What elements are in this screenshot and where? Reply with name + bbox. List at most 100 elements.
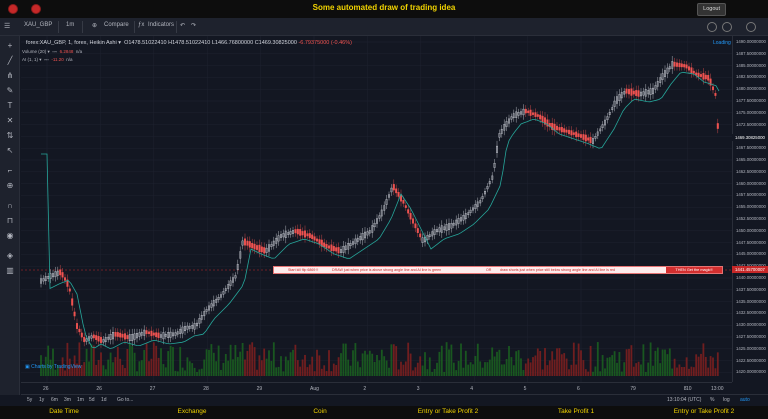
candle-body — [229, 280, 232, 286]
volume-bar — [503, 364, 506, 376]
prediction-icon[interactable]: ⇅ — [6, 131, 14, 140]
chart-pane[interactable] — [21, 36, 732, 382]
time-tick-label: 8 — [683, 386, 687, 392]
volume-bar — [92, 345, 95, 376]
candle-body — [520, 111, 523, 115]
time-tick-label: 28 — [203, 386, 209, 392]
interval-selector[interactable]: 1m — [66, 22, 75, 28]
compare-icon[interactable]: ⊕ — [92, 23, 98, 29]
price-tick-label: 1445.00000000 — [736, 251, 766, 257]
menu-icon[interactable]: ☰ — [4, 23, 11, 30]
volume-bar — [282, 371, 285, 376]
get-magic-button[interactable]: THEN Get the magic!! — [666, 267, 722, 273]
range-3m[interactable]: 3m — [64, 397, 71, 403]
volume-bar — [493, 356, 496, 376]
undo-icon[interactable]: ↶ — [180, 23, 186, 29]
candle-body — [87, 336, 90, 341]
candle-body — [524, 108, 527, 114]
candle-body — [467, 212, 470, 216]
range-6m[interactable]: 6m — [51, 397, 58, 403]
volume-bar — [172, 347, 174, 376]
range-5d[interactable]: 5d — [89, 397, 95, 403]
volume-bar — [224, 353, 227, 376]
pattern-icon[interactable]: ✕ — [6, 116, 14, 125]
candle-body — [131, 334, 134, 342]
volume-bar — [395, 346, 398, 376]
symbol-search[interactable]: XAU_GBP — [24, 22, 53, 28]
zoom-icon[interactable]: ⊕ — [6, 181, 14, 190]
crosshair-icon[interactable]: + — [7, 41, 13, 50]
logout-button[interactable]: Logout — [697, 3, 726, 16]
ai-label[interactable]: AI (1, 1) — [22, 57, 39, 62]
time-tick-label: 7 — [630, 386, 634, 392]
magnet-icon[interactable]: ∩ — [7, 201, 13, 210]
volume-bar — [515, 351, 518, 376]
candle-body — [661, 73, 664, 80]
text-icon[interactable]: T — [7, 101, 13, 110]
volume-bar — [635, 363, 638, 376]
pitchfork-icon[interactable]: ⋔ — [6, 71, 14, 80]
eye-icon[interactable]: ◉ — [6, 231, 14, 240]
ruler-icon[interactable]: ⌐ — [7, 166, 13, 175]
layers-icon[interactable]: ◈ — [6, 251, 14, 260]
candle-body — [231, 277, 234, 283]
volume-bar — [512, 365, 515, 376]
lock-icon[interactable]: ⊓ — [6, 216, 14, 225]
minimize-window-icon[interactable] — [31, 4, 41, 14]
utc-clock[interactable]: 13:10:04 (UTC) — [667, 397, 702, 403]
tradingview-attribution[interactable]: ▣ Charts by TradingView — [25, 364, 82, 370]
volume-bar — [150, 358, 153, 376]
candle-body — [227, 284, 230, 289]
range-1d[interactable]: 1d — [101, 397, 107, 403]
volume-bar — [371, 353, 374, 376]
settings-icon[interactable] — [707, 22, 717, 32]
volume-bar — [349, 365, 352, 376]
candle-body — [649, 88, 652, 95]
time-axis[interactable]: 26 26 27 28 29 Aug 2 3 4 5 6 7 8 9 10 13:00 — [21, 382, 732, 394]
arrow-icon[interactable]: ↖ — [6, 146, 14, 155]
range-1m[interactable]: 1m — [77, 397, 84, 403]
indicators-icon[interactable]: ƒx — [138, 22, 145, 28]
candle-body — [450, 223, 453, 229]
candle-body — [697, 72, 700, 77]
candle-body — [109, 334, 112, 340]
footer-take-profit: Take Profit 1 — [557, 408, 595, 415]
indicators-button[interactable]: Indicators — [148, 22, 175, 28]
log-toggle[interactable]: log — [723, 397, 730, 403]
candle-body — [198, 318, 201, 324]
candle-body — [673, 61, 676, 67]
candle-body — [44, 276, 47, 281]
volume-bar — [520, 358, 522, 376]
candle-body — [714, 93, 717, 96]
title-bar: Some automated draw of trading idea Logo… — [0, 0, 768, 18]
camera-icon[interactable] — [722, 22, 732, 32]
candle-body — [503, 124, 506, 131]
price-tick-label: 1430.00000000 — [736, 322, 766, 328]
candle-body — [140, 331, 143, 336]
legend-chevron-icon[interactable]: ▾ — [118, 40, 121, 46]
trendline-icon[interactable]: ╱ — [7, 56, 13, 65]
legend-symbol[interactable]: forex:XAU_GBP, 1, forex, Heikin Ashi — [26, 40, 117, 46]
redo-icon[interactable]: ↷ — [191, 23, 197, 29]
trash-icon[interactable]: ▥ — [6, 266, 14, 275]
goto-button[interactable]: Go to... — [117, 397, 134, 403]
price-tick-label: 1437.50000000 — [736, 286, 766, 292]
volume-label[interactable]: Volume (20) — [22, 49, 47, 54]
brush-icon[interactable]: ✎ — [6, 86, 14, 95]
price-chart[interactable] — [21, 36, 732, 382]
candle-body — [606, 116, 609, 121]
auto-toggle[interactable]: auto — [740, 397, 750, 403]
range-5y[interactable]: 5y — [27, 397, 33, 403]
close-window-icon[interactable] — [8, 4, 18, 14]
compare-button[interactable]: Compare — [104, 22, 129, 28]
percent-toggle[interactable]: % — [710, 397, 715, 403]
candle-body — [114, 332, 117, 337]
price-axis[interactable]: 1490.00000000 1487.50000000 1485.00000000 1… — [732, 36, 768, 382]
volume-bar — [76, 363, 78, 376]
fullscreen-icon[interactable] — [746, 22, 756, 32]
range-1y[interactable]: 1y — [39, 397, 45, 403]
candle-body — [385, 199, 388, 205]
volume-bar — [659, 363, 662, 376]
volume-bar — [354, 343, 357, 376]
price-tick-label: 1462.50000000 — [736, 168, 766, 174]
